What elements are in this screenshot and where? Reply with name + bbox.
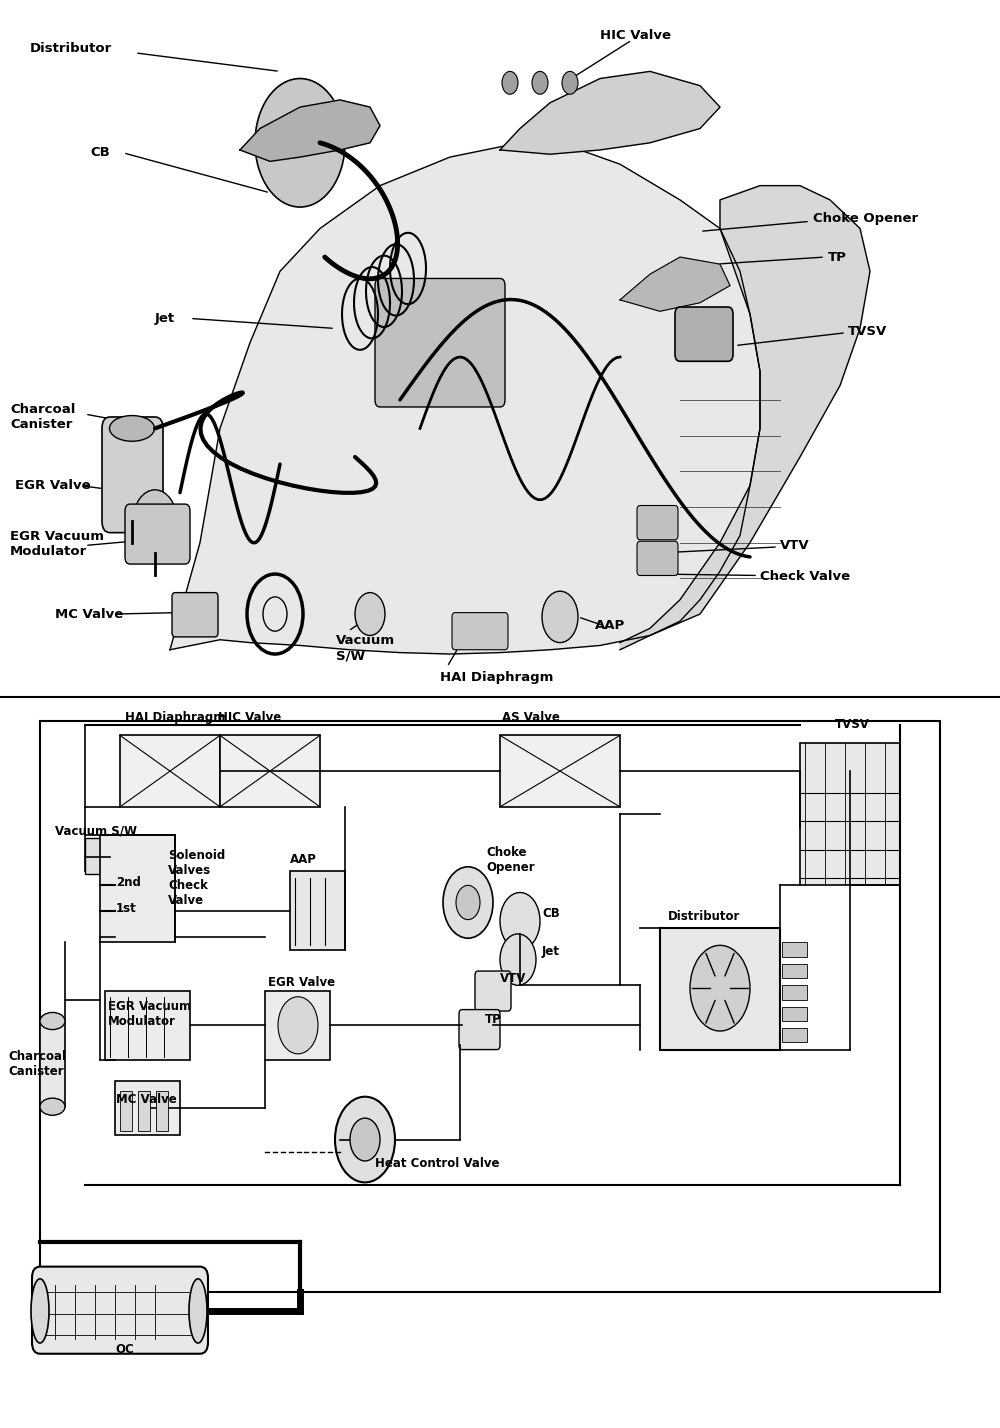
Polygon shape <box>170 143 760 654</box>
Bar <box>782 1007 807 1021</box>
Text: EGR Vacuum
Modulator: EGR Vacuum Modulator <box>108 1000 191 1028</box>
Text: EGR Valve: EGR Valve <box>15 478 91 493</box>
FancyBboxPatch shape <box>637 541 678 575</box>
Bar <box>105 991 190 1060</box>
Text: CB: CB <box>542 907 560 921</box>
FancyBboxPatch shape <box>675 307 733 361</box>
Circle shape <box>133 490 177 553</box>
Text: Heat Control Valve: Heat Control Valve <box>375 1157 500 1171</box>
Text: Choke Opener: Choke Opener <box>813 211 918 226</box>
Text: Vacuum S/W: Vacuum S/W <box>55 824 137 838</box>
Circle shape <box>502 71 518 94</box>
Circle shape <box>456 885 480 920</box>
FancyBboxPatch shape <box>459 1010 500 1050</box>
Circle shape <box>690 945 750 1031</box>
Text: Jet: Jet <box>542 944 560 958</box>
Bar <box>500 735 620 807</box>
Bar <box>782 985 807 1000</box>
Polygon shape <box>620 186 870 650</box>
Text: EGR Vacuum
Modulator: EGR Vacuum Modulator <box>10 530 104 558</box>
Ellipse shape <box>40 1012 65 1030</box>
Text: Distributor: Distributor <box>30 41 112 56</box>
FancyBboxPatch shape <box>375 278 505 407</box>
Bar <box>120 1091 132 1131</box>
Text: CB: CB <box>90 146 110 160</box>
Bar <box>782 942 807 957</box>
Circle shape <box>500 892 540 950</box>
Text: Charcoal
Canister: Charcoal Canister <box>10 403 75 431</box>
Text: AAP: AAP <box>290 853 317 867</box>
FancyBboxPatch shape <box>475 971 511 1011</box>
Text: TVSV: TVSV <box>835 718 870 731</box>
Ellipse shape <box>110 416 154 441</box>
FancyBboxPatch shape <box>125 504 190 564</box>
Bar <box>85 838 110 874</box>
FancyBboxPatch shape <box>102 417 163 533</box>
Polygon shape <box>240 100 380 161</box>
Text: MC Valve: MC Valve <box>116 1092 177 1107</box>
Text: Choke
Opener: Choke Opener <box>486 845 535 874</box>
Bar <box>138 1091 150 1131</box>
Polygon shape <box>500 71 720 154</box>
Ellipse shape <box>189 1279 207 1342</box>
Text: Distributor: Distributor <box>668 910 740 924</box>
Bar <box>156 1091 168 1131</box>
Circle shape <box>255 79 345 207</box>
Text: VTV: VTV <box>780 538 810 553</box>
Text: 2nd: 2nd <box>116 875 141 890</box>
Bar <box>100 835 175 942</box>
Circle shape <box>562 71 578 94</box>
Circle shape <box>335 1097 395 1182</box>
Text: Charcoal
Canister: Charcoal Canister <box>8 1050 66 1078</box>
Ellipse shape <box>31 1279 49 1342</box>
Ellipse shape <box>40 1098 65 1115</box>
Bar <box>265 991 330 1060</box>
Circle shape <box>355 593 385 635</box>
Bar <box>782 1028 807 1042</box>
Bar <box>120 735 220 807</box>
Text: 1st: 1st <box>116 901 137 915</box>
Text: AS Valve: AS Valve <box>502 711 560 724</box>
Text: HAI Diaphragm: HAI Diaphragm <box>125 711 225 724</box>
Text: MC Valve: MC Valve <box>55 607 123 621</box>
Bar <box>290 871 345 950</box>
Circle shape <box>350 1118 380 1161</box>
Text: Jet: Jet <box>155 311 175 326</box>
Bar <box>40 1021 65 1107</box>
Circle shape <box>542 591 578 643</box>
FancyBboxPatch shape <box>637 506 678 540</box>
Text: Solenoid
Valves
Check
Valve: Solenoid Valves Check Valve <box>168 850 225 907</box>
Text: HIC Valve: HIC Valve <box>218 711 281 724</box>
Polygon shape <box>620 257 730 311</box>
Bar <box>800 743 900 885</box>
Text: HIC Valve: HIC Valve <box>600 29 671 43</box>
Text: TP: TP <box>828 250 847 264</box>
Bar <box>115 1081 180 1135</box>
Bar <box>40 721 940 1292</box>
Text: Check Valve: Check Valve <box>760 570 850 584</box>
Text: VTV: VTV <box>500 971 526 985</box>
Text: OC: OC <box>115 1342 134 1357</box>
FancyBboxPatch shape <box>172 593 218 637</box>
Circle shape <box>532 71 548 94</box>
Circle shape <box>500 934 536 985</box>
Text: HAI Diaphragm: HAI Diaphragm <box>440 671 553 684</box>
Circle shape <box>443 867 493 938</box>
Circle shape <box>278 997 318 1054</box>
FancyBboxPatch shape <box>32 1267 208 1354</box>
FancyBboxPatch shape <box>452 613 508 650</box>
Bar <box>782 964 807 978</box>
Bar <box>660 928 780 1050</box>
Text: AAP: AAP <box>595 618 625 633</box>
Bar <box>220 735 320 807</box>
Text: EGR Valve: EGR Valve <box>268 975 335 990</box>
Text: TP: TP <box>485 1012 502 1027</box>
Text: Vacuum
S/W: Vacuum S/W <box>336 634 395 663</box>
Text: TVSV: TVSV <box>848 324 887 338</box>
